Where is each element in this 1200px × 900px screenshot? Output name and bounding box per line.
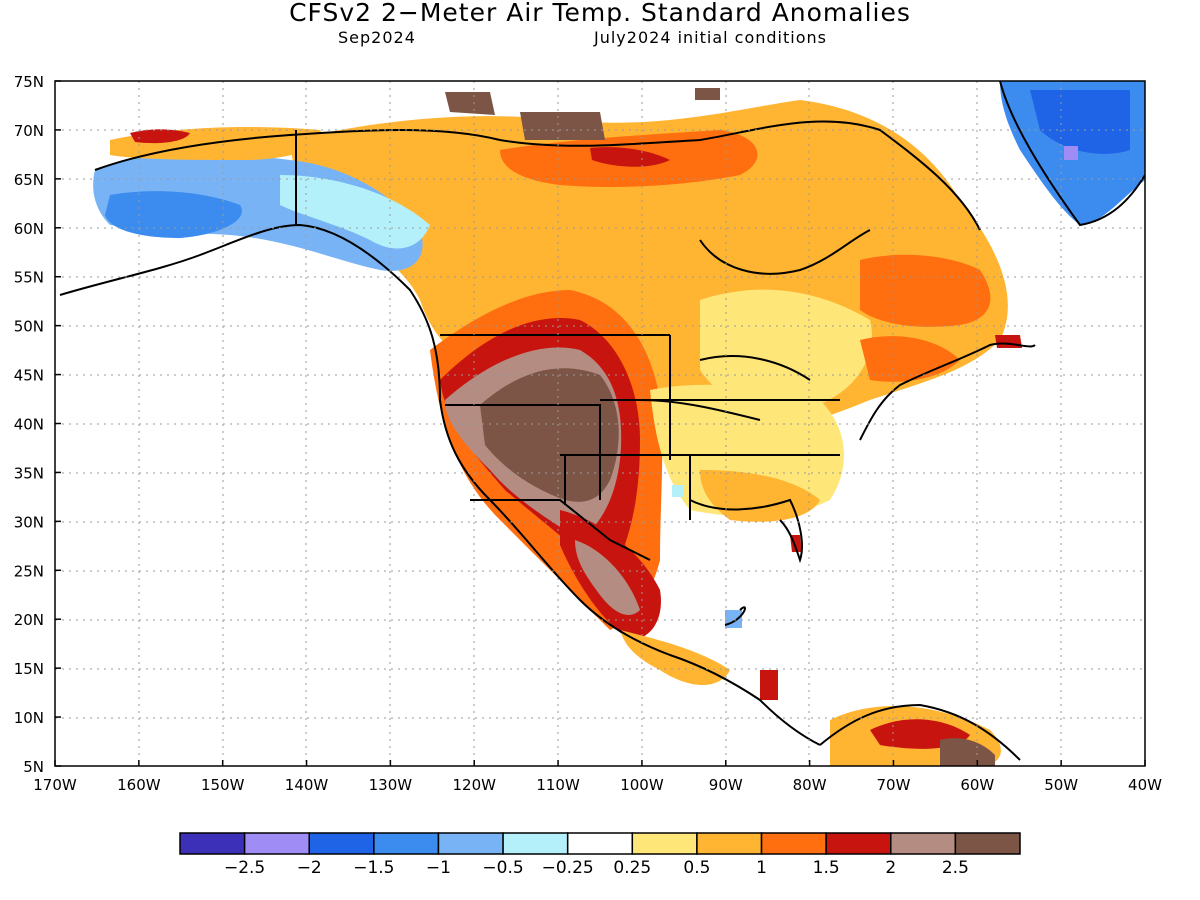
initial-conditions: July2024 initial conditions	[594, 28, 827, 47]
alaska-light-cold	[280, 175, 430, 249]
lon-label: 170W	[33, 776, 77, 794]
anomaly-shading	[93, 81, 1145, 766]
lat-label: 35N	[14, 464, 44, 482]
lon-label: 120W	[452, 776, 496, 794]
lon-label: 60W	[960, 776, 994, 794]
arctic-islands-extreme	[445, 88, 720, 140]
colorbar-label: −2	[297, 858, 322, 878]
colorbar-swatch	[890, 832, 957, 855]
colorbar-swatch	[437, 832, 504, 855]
colorbar-swatch	[373, 832, 440, 855]
colorbar-label: 2	[885, 858, 896, 878]
chart-title: CFSv2 2−Meter Air Temp. Standard Anomali…	[289, 0, 911, 27]
quebec-hot	[860, 254, 991, 327]
lon-label: 160W	[117, 776, 161, 794]
lat-label: 65N	[14, 171, 44, 189]
lat-label: 5N	[23, 758, 44, 776]
lon-label: 50W	[1044, 776, 1078, 794]
colorbar-swatch	[760, 832, 827, 855]
texas-cool	[672, 485, 684, 497]
lon-label: 100W	[620, 776, 664, 794]
colorbar-label: 1	[756, 858, 767, 878]
colorbar-label: 2.5	[942, 858, 969, 878]
central-america-hot	[760, 670, 778, 700]
lon-label: 110W	[536, 776, 580, 794]
colorbar-swatch	[502, 832, 569, 855]
colorbar-label: 0.5	[683, 858, 710, 878]
eastern-us-warm	[650, 384, 844, 517]
lat-label: 25N	[14, 562, 44, 580]
newfoundland-hot	[995, 335, 1022, 348]
lon-label: 140W	[285, 776, 329, 794]
lat-label: 70N	[14, 122, 44, 140]
alaska-strong-cold	[105, 191, 242, 238]
lon-label: 90W	[709, 776, 743, 794]
colorbar-label: 1.5	[813, 858, 840, 878]
lat-label: 15N	[14, 660, 44, 678]
colorbar-label: −1.5	[353, 858, 394, 878]
lon-label: 80W	[793, 776, 827, 794]
lat-label: 20N	[14, 611, 44, 629]
colorbar-label: −0.5	[482, 858, 523, 878]
lon-label: 130W	[369, 776, 413, 794]
alaska-north-hot	[130, 129, 190, 144]
colorbar-swatch	[631, 832, 698, 855]
arctic-very-hot	[590, 147, 670, 167]
lon-label: 40W	[1128, 776, 1162, 794]
greenland-strong-cold	[1030, 90, 1130, 154]
colorbar-swatch	[308, 832, 375, 855]
lat-label: 45N	[14, 367, 44, 385]
lat-label: 75N	[14, 73, 44, 91]
colorbar-label: 0.25	[613, 858, 651, 878]
lat-label: 40N	[14, 416, 44, 434]
lat-label: 30N	[14, 513, 44, 531]
lon-label: 150W	[201, 776, 245, 794]
valid-month: Sep2024	[338, 28, 416, 47]
maritimes-warm	[860, 336, 960, 382]
greenland-extreme-cold	[1064, 146, 1078, 160]
mexico-extreme	[575, 540, 640, 615]
lat-label: 50N	[14, 318, 44, 336]
colorbar-labels: −2.5 −2 −1.5 −1 −0.5 −0.25 0.25 0.5 1 1.5 2 2.5	[224, 858, 969, 878]
colorbar-label: −2.5	[224, 858, 265, 878]
colorbar-label: −1	[426, 858, 451, 878]
latitude-axis: 75N 70N 65N 60N 55N 50N 45N 40N 35N 30N 25N 20N 15N 1…	[14, 73, 61, 776]
colorbar-label: −0.25	[542, 858, 594, 878]
political-borders	[295, 130, 840, 561]
colorbar-swatch	[825, 832, 892, 855]
colorbar-swatch	[243, 832, 310, 855]
colorbar-swatch	[954, 832, 1021, 855]
lat-label: 60N	[14, 220, 44, 238]
colorbar-swatch	[696, 832, 763, 855]
colorbar-swatch	[566, 832, 634, 855]
longitude-axis: 170W 160W 150W 140W 130W 120W 110W 100W 90W 80W 70…	[33, 760, 1162, 794]
coastlines	[59, 81, 1145, 761]
colorbar-swatch	[179, 832, 246, 855]
eastern-canada-warm	[700, 289, 872, 413]
south-america-extreme	[940, 738, 995, 766]
west-extreme-dark	[480, 368, 619, 502]
colorbar	[179, 832, 1021, 855]
lon-label: 70W	[877, 776, 911, 794]
lat-label: 10N	[14, 709, 44, 727]
lat-label: 55N	[14, 269, 44, 287]
